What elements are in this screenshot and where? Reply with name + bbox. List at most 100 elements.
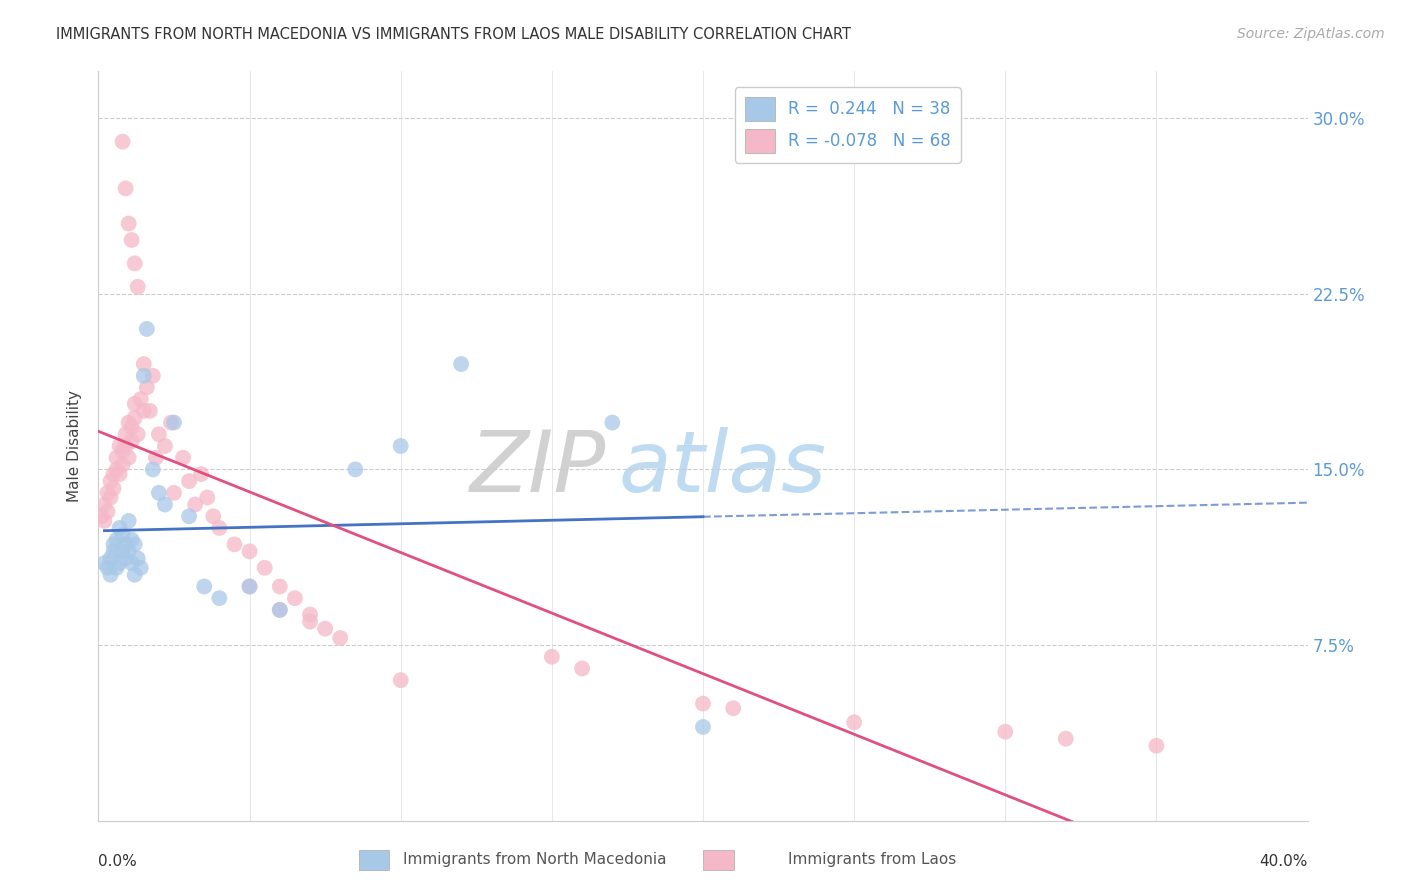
Point: [1144, 739, 1167, 753]
Point: [103, 537, 125, 551]
Point: [114, 439, 136, 453]
Legend: R =  0.244   N = 38, R = -0.078   N = 68: R = 0.244 N = 38, R = -0.078 N = 68: [734, 87, 960, 162]
Point: [269, 580, 291, 594]
Point: [121, 434, 143, 449]
Point: [163, 416, 186, 430]
Point: [121, 233, 143, 247]
Point: [105, 462, 128, 476]
Point: [96, 485, 118, 500]
Point: [114, 427, 136, 442]
Point: [132, 357, 155, 371]
Point: [145, 450, 167, 465]
Point: [96, 561, 118, 575]
Point: [118, 544, 141, 558]
Point: [105, 561, 128, 575]
Text: IMMIGRANTS FROM NORTH MACEDONIA VS IMMIGRANTS FROM LAOS MALE DISABILITY CORRELAT: IMMIGRANTS FROM NORTH MACEDONIA VS IMMIG…: [56, 27, 851, 42]
Point: [100, 551, 122, 566]
Point: [129, 392, 152, 407]
Point: [114, 181, 136, 195]
Point: [114, 537, 136, 551]
Text: 40.0%: 40.0%: [1260, 855, 1308, 870]
Point: [208, 591, 231, 606]
Point: [96, 505, 118, 519]
Point: [184, 498, 207, 512]
Point: [124, 411, 146, 425]
Point: [132, 368, 155, 383]
Point: [253, 561, 276, 575]
Point: [571, 661, 593, 675]
Point: [118, 217, 141, 231]
Point: [121, 420, 143, 434]
Point: [121, 533, 143, 547]
Point: [103, 544, 125, 558]
Text: Immigrants from North Macedonia: Immigrants from North Macedonia: [402, 852, 666, 867]
Point: [103, 481, 125, 495]
Point: [108, 439, 131, 453]
Point: [195, 491, 218, 505]
Text: ZIP: ZIP: [470, 427, 606, 510]
Point: [118, 416, 141, 430]
Point: [108, 467, 131, 482]
Point: [314, 622, 336, 636]
Point: [139, 404, 162, 418]
Text: Immigrants from Laos: Immigrants from Laos: [787, 852, 956, 867]
Point: [723, 701, 745, 715]
Point: [602, 416, 624, 430]
Point: [389, 439, 412, 453]
Point: [148, 485, 170, 500]
Point: [135, 380, 157, 394]
Point: [100, 491, 122, 505]
Point: [163, 485, 186, 500]
Point: [111, 544, 134, 558]
Point: [193, 580, 215, 594]
Point: [124, 537, 146, 551]
Point: [135, 322, 157, 336]
Point: [132, 404, 155, 418]
Point: [344, 462, 367, 476]
Point: [284, 591, 307, 606]
Point: [124, 256, 146, 270]
Point: [389, 673, 412, 688]
Point: [105, 533, 128, 547]
Point: [100, 567, 122, 582]
Point: [994, 724, 1017, 739]
Point: [105, 450, 128, 465]
Point: [153, 439, 176, 453]
Point: [148, 427, 170, 442]
Point: [299, 615, 322, 629]
Point: [124, 567, 146, 582]
Point: [692, 720, 714, 734]
Point: [160, 416, 183, 430]
Point: [93, 514, 115, 528]
Point: [111, 528, 134, 542]
Point: [269, 603, 291, 617]
Point: [100, 474, 122, 488]
Point: [844, 715, 866, 730]
Text: Source: ZipAtlas.com: Source: ZipAtlas.com: [1237, 27, 1385, 41]
Point: [142, 368, 165, 383]
Point: [127, 427, 149, 442]
Point: [114, 551, 136, 566]
Point: [239, 544, 262, 558]
Point: [450, 357, 472, 371]
Point: [208, 521, 231, 535]
Point: [124, 397, 146, 411]
Point: [202, 509, 225, 524]
Text: 0.0%: 0.0%: [98, 855, 138, 870]
Point: [118, 514, 141, 528]
Text: atlas: atlas: [619, 427, 827, 510]
Point: [111, 458, 134, 472]
Point: [329, 631, 352, 645]
Point: [692, 697, 714, 711]
Point: [179, 509, 201, 524]
Point: [129, 561, 152, 575]
Point: [103, 467, 125, 482]
Point: [118, 450, 141, 465]
Point: [111, 443, 134, 458]
Point: [127, 551, 149, 566]
Point: [540, 649, 562, 664]
Point: [111, 135, 134, 149]
Point: [172, 450, 194, 465]
Point: [93, 498, 115, 512]
Point: [108, 556, 131, 570]
